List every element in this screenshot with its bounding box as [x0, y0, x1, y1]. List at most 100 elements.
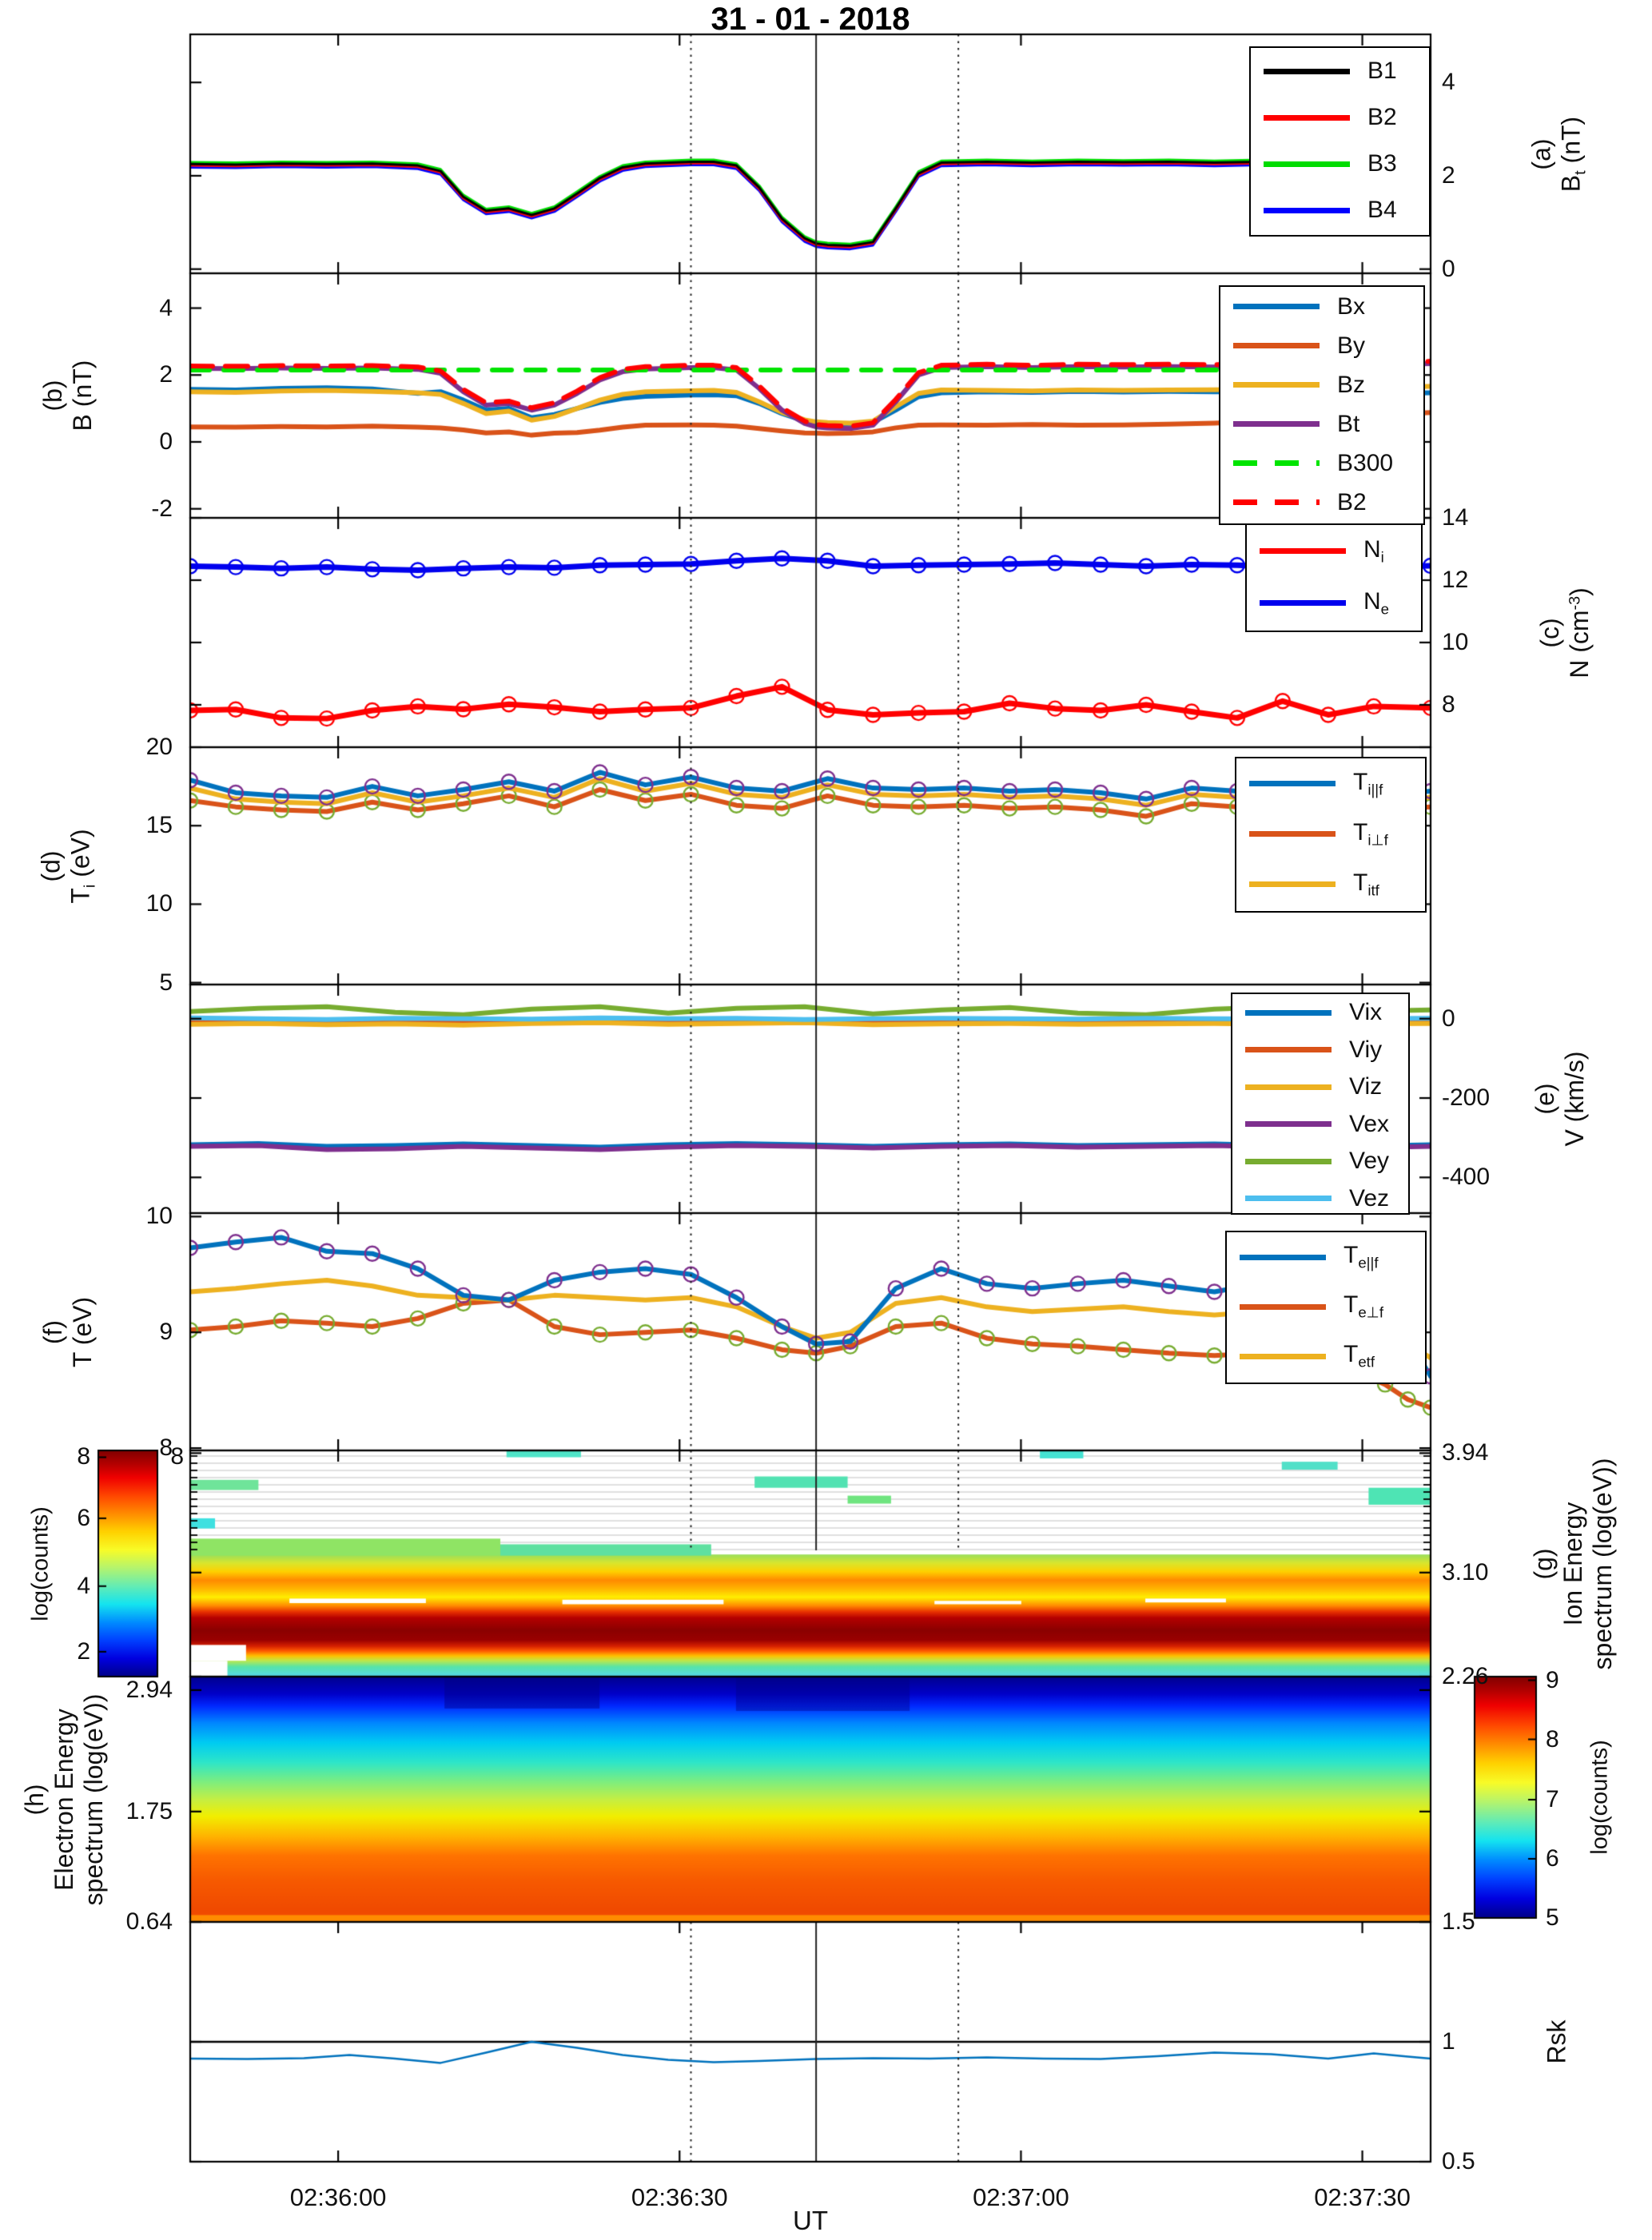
label-segment: -3	[1566, 595, 1584, 610]
legend-panel-e: Vix Viy Viz Vex Vey Vez	[1231, 993, 1410, 1215]
legend-label: Ti⊥f	[1353, 819, 1388, 849]
panel-tag: (c)	[1535, 617, 1565, 648]
legend-label: B3	[1367, 150, 1397, 177]
legend-label: Te⊥f	[1343, 1291, 1383, 1322]
label-line: N (cm-3)	[1565, 587, 1594, 678]
legend-label: Bx	[1337, 293, 1365, 320]
legend-item: Vix	[1232, 994, 1408, 1032]
legend-label: Viy	[1349, 1036, 1382, 1064]
y-tick-f: 10	[145, 1203, 173, 1230]
y-tick-a: 4	[1442, 69, 1455, 96]
panel-tag: (e)	[1531, 1083, 1560, 1115]
label-line: (g)	[1528, 1547, 1558, 1580]
label-segment: B4	[1367, 197, 1397, 223]
y-tick-d: 10	[145, 890, 173, 917]
legend-label: Titf	[1353, 869, 1379, 900]
cb-tick-g: 4	[77, 1572, 90, 1599]
label-segment: Vez	[1349, 1184, 1390, 1212]
label-segment: N	[1363, 587, 1381, 615]
legend-line-sample	[1240, 1254, 1326, 1260]
legend-label: Ti||f	[1353, 769, 1383, 799]
label-segment: Vix	[1349, 999, 1383, 1026]
legend-line-sample	[1233, 460, 1320, 466]
legend-item: Bt	[1220, 404, 1423, 444]
cb-tick-h: 9	[1546, 1666, 1559, 1693]
legend-label: Vex	[1349, 1111, 1389, 1138]
colorbar-label-h: log(counts)	[1586, 1740, 1613, 1855]
legend-item: By	[1220, 326, 1423, 365]
label-segment: Rsk	[1542, 2019, 1571, 2064]
legend-item: Viz	[1232, 1068, 1408, 1106]
legend-label: Tetf	[1343, 1341, 1375, 1371]
legend-panel-d: Ti||f Ti⊥f Titf	[1235, 757, 1427, 913]
y-tick-rsk: 1	[1442, 2028, 1455, 2055]
legend-item: B1	[1251, 48, 1429, 94]
figure-title: 31 - 01 - 2018	[711, 2, 910, 37]
legend-line-sample	[1249, 881, 1336, 887]
label-line: T (eV)	[68, 1296, 98, 1367]
legend-line-sample	[1264, 207, 1350, 213]
label-segment: B	[1556, 174, 1586, 192]
legend-line-sample	[1264, 114, 1350, 121]
label-segment: T	[1343, 1291, 1359, 1319]
legend-label: B1	[1367, 58, 1397, 85]
label-segment: Bz	[1337, 371, 1366, 398]
y-tick-c: 14	[1442, 504, 1469, 531]
x-axis-label: UT	[793, 2206, 828, 2235]
legend-line-sample	[1245, 1084, 1332, 1090]
legend-label: B2	[1367, 104, 1397, 131]
legend-label: Bt	[1337, 411, 1359, 438]
legend-line-sample	[1264, 161, 1350, 167]
label-segment: B300	[1337, 449, 1394, 476]
legend-line-sample	[1249, 831, 1336, 837]
y-tick-a: 0	[1442, 255, 1455, 282]
panel-tag: (b)	[38, 380, 68, 412]
legend-item: Vez	[1232, 1180, 1408, 1214]
cb-tick-h: 7	[1546, 1786, 1559, 1813]
x-tick-label: 02:36:00	[289, 2183, 387, 2211]
colorbar-label-g: log(counts)	[27, 1506, 54, 1621]
legend-label: B2	[1337, 489, 1367, 516]
x-tick-label: 02:37:30	[1314, 2183, 1411, 2211]
label-segment: )	[1565, 587, 1594, 596]
label-segment: B (nT)	[68, 360, 97, 432]
y-axis-label-g: (g) Ion Energy spectrum (log(eV))	[1529, 1458, 1617, 1669]
label-segment: i⊥f	[1367, 831, 1388, 849]
legend-label: B4	[1367, 197, 1397, 224]
y-tick-g: 2.26	[1442, 1663, 1489, 1689]
label-line: spectrum (log(eV))	[78, 1693, 108, 1905]
label-segment: T	[1353, 869, 1368, 896]
y-tick-d: 15	[145, 812, 173, 839]
label-segment: e⊥f	[1358, 1303, 1384, 1321]
y-tick-g: 3.10	[1442, 1558, 1489, 1586]
y-tick-c: 10	[1442, 628, 1469, 655]
legend-line-sample	[1245, 1047, 1332, 1053]
legend-line-sample	[1260, 600, 1346, 606]
label-segment: N	[1363, 535, 1381, 563]
legend-label: By	[1337, 332, 1365, 360]
legend-panel-a: B1 B2 B3 B4	[1249, 46, 1431, 237]
label-segment: e	[1380, 600, 1390, 618]
legend-item: Ti⊥f	[1236, 809, 1425, 859]
label-line: Ti (eV)	[66, 829, 100, 903]
legend-panel-b: Bx By Bz Bt B300 B2	[1219, 285, 1425, 525]
x-tick-label: 02:36:30	[631, 2183, 728, 2211]
y-axis-label-d: (d) Ti (eV)	[37, 829, 100, 903]
label-segment: itf	[1367, 881, 1379, 899]
label-line: (h)	[19, 1783, 49, 1816]
legend-item: Te⊥f	[1227, 1282, 1425, 1331]
label-segment: Bt	[1337, 410, 1360, 437]
legend-item: B3	[1251, 141, 1429, 187]
legend-line-sample	[1233, 499, 1320, 505]
y-tick-b: -2	[151, 495, 173, 522]
panel-g-left-axis-tick: 8	[170, 1443, 184, 1470]
label-segment: T	[66, 887, 95, 904]
legend-item: Vex	[1232, 1106, 1408, 1144]
label-segment: B3	[1367, 150, 1397, 177]
legend-label: Bz	[1337, 372, 1365, 399]
legend-line-sample	[1233, 421, 1320, 427]
legend-item: B2	[1220, 483, 1423, 522]
label-segment: Viy	[1349, 1036, 1383, 1063]
label-segment: e||f	[1358, 1254, 1379, 1271]
y-tick-c: 12	[1442, 566, 1469, 593]
